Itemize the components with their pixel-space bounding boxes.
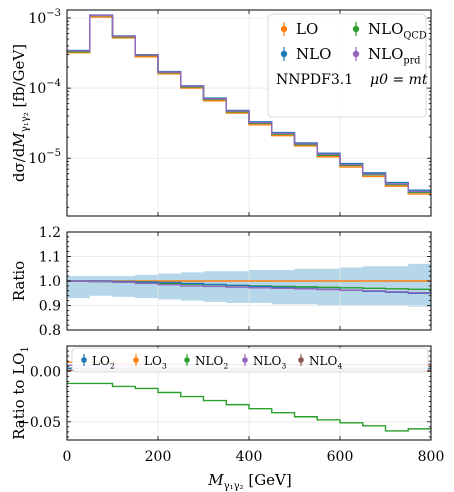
y-tick-label-ratio: 0.9: [39, 299, 61, 315]
legend-components: LO2 LO3 NLO2 NLO3 NLO4: [71, 347, 429, 373]
legend-main: LO NLOQCD NLO NLOprd: [267, 13, 427, 118]
legend-marker-point: [280, 50, 288, 58]
y-tick-label-comp: 0.00: [30, 364, 61, 380]
y-tick-label-ratio: 1.0: [39, 274, 61, 290]
legend-label-components: LO3: [144, 354, 167, 371]
legend-label-main: NLO: [296, 45, 331, 63]
legend-label-main: NLOprd: [368, 45, 421, 67]
legend-marker-point: [133, 357, 139, 363]
legend-marker-point: [184, 357, 190, 363]
y-axis-label-comp: Ratio to LO1: [10, 346, 31, 440]
y-axis-label-main-text: dσ/dMγ₁γ₂ [fb/GeV]: [10, 44, 31, 182]
legend-marker-point: [352, 25, 360, 33]
legend-label-main: NLOQCD: [368, 20, 427, 42]
y-tick-label-ratio: 1.2: [39, 225, 61, 241]
legend-box-components: [71, 347, 429, 373]
y-axis-label-ratio-text: Ratio: [10, 261, 28, 301]
legend-marker-point: [352, 50, 360, 58]
x-tick-label: 800: [418, 449, 445, 465]
legend-box-main: [267, 13, 427, 118]
y-axis-label-ratio: Ratio: [10, 261, 28, 301]
comp-series-line-3: [67, 382, 431, 432]
y-tick-label-main: 10−3: [28, 8, 61, 27]
y-tick-label-ratio: 0.8: [39, 323, 61, 339]
y-tick-label-ratio: 1.1: [39, 250, 61, 266]
legend-marker-point: [298, 357, 304, 363]
x-tick-label: 400: [236, 449, 263, 465]
x-axis-label: Mγ₁γ₂ [GeV]: [207, 471, 292, 492]
legend-label-components: NLO3: [253, 354, 286, 371]
y-axis-label-main: dσ/dMγ₁γ₂ [fb/GeV]: [10, 44, 31, 182]
legend-marker-point: [280, 25, 288, 33]
annotation-pdf: NNPDF3.1: [276, 72, 353, 88]
y-tick-label-main: 10−4: [28, 78, 61, 97]
legend-label-components: NLO2: [195, 354, 228, 371]
x-tick-label: 200: [145, 449, 172, 465]
y-tick-label-comp: −0.05: [18, 415, 61, 431]
ratio-series-line-4: [67, 280, 431, 294]
x-tick-label: 600: [327, 449, 354, 465]
legend-marker-point: [242, 357, 248, 363]
legend-marker-point: [81, 357, 87, 363]
annotation-scale: μ0 = mt: [370, 72, 428, 88]
legend-label-components: LO2: [92, 354, 115, 371]
y-axis-label-comp-text: Ratio to LO1: [10, 346, 31, 440]
main-series-line-4: [67, 14, 431, 193]
legend-label-main: LO: [296, 20, 318, 38]
legend-label-components: NLO4: [309, 354, 342, 371]
x-tick-label: 0: [63, 449, 72, 465]
y-tick-label-main: 10−5: [28, 148, 61, 167]
